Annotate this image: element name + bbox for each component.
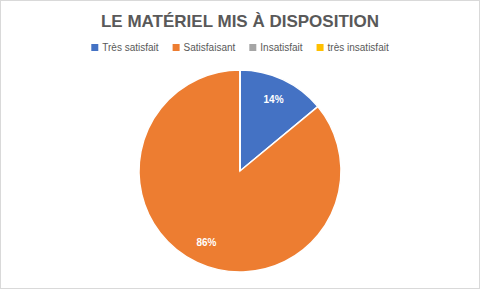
- legend-label: Satisfaisant: [184, 42, 236, 53]
- chart: LE MATÉRIEL MIS À DISPOSITION Très satisf…: [0, 0, 480, 289]
- pie-slice: [139, 70, 341, 272]
- legend-label: très insatisfait: [328, 42, 389, 53]
- pie: 14% 86%: [139, 70, 341, 272]
- pie-slice: [239, 70, 241, 171]
- data-label: 14%: [264, 94, 284, 105]
- chart-title: LE MATÉRIEL MIS À DISPOSITION: [101, 12, 379, 31]
- legend-item: Très satisfait: [91, 42, 159, 53]
- legend-item: très insatisfait: [317, 42, 389, 53]
- legend-swatch: [317, 44, 324, 51]
- chart-frame: [1, 1, 480, 289]
- legend-swatch: [173, 44, 180, 51]
- legend-item: Satisfaisant: [173, 42, 236, 53]
- pie-slice: [239, 70, 241, 171]
- legend-swatch: [91, 44, 98, 51]
- legend-item: Insatisfait: [249, 42, 302, 53]
- legend-swatch: [249, 44, 256, 51]
- data-label: 86%: [196, 237, 216, 248]
- legend-label: Très satisfait: [102, 42, 159, 53]
- legend-label: Insatisfait: [260, 42, 302, 53]
- legend: Très satisfait Satisfaisant Insatisfait trè…: [91, 42, 389, 53]
